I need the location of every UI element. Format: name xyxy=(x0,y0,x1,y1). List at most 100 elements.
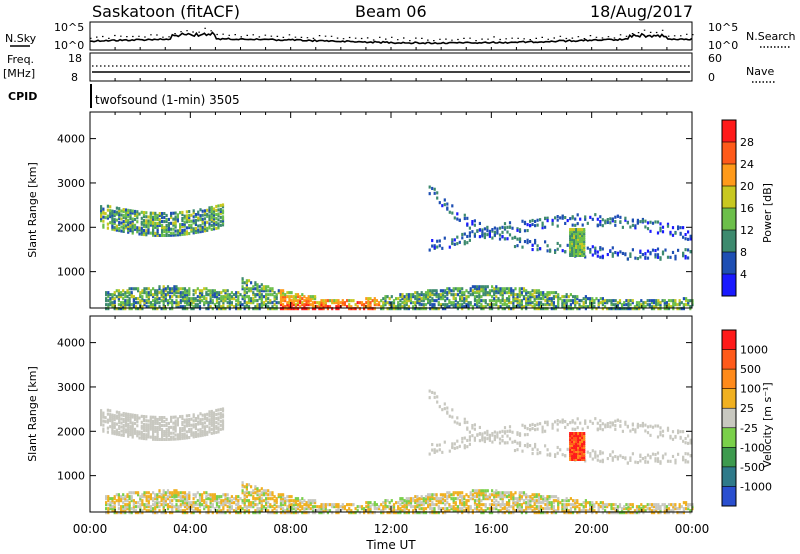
power-cell xyxy=(154,213,157,217)
velocity-cell xyxy=(139,507,142,511)
velocity-cell xyxy=(183,503,187,507)
power-cell xyxy=(448,210,451,214)
velocity-cell xyxy=(461,509,464,513)
power-cell xyxy=(557,305,560,309)
velocity-cell xyxy=(564,425,567,429)
velocity-cell xyxy=(105,511,108,515)
velocity-cell xyxy=(653,503,656,507)
power-cell xyxy=(403,297,406,301)
velocity-cell xyxy=(158,489,161,493)
velocity-cell xyxy=(166,489,170,493)
velocity-cell xyxy=(288,503,291,507)
power-cell xyxy=(476,299,479,303)
velocity-cell xyxy=(471,511,474,515)
colorbar-segment xyxy=(722,120,736,143)
power-cell xyxy=(107,293,110,297)
power-cell xyxy=(537,293,541,297)
power-cell xyxy=(352,307,355,311)
velocity-cell xyxy=(174,429,177,433)
power-cell xyxy=(286,291,289,295)
power-cell xyxy=(575,232,578,236)
power-cell xyxy=(435,293,438,297)
velocity-cell xyxy=(529,507,532,511)
power-cell xyxy=(109,213,112,217)
velocity-cell xyxy=(256,509,259,513)
velocity-cell xyxy=(469,505,472,509)
velocity-cell xyxy=(604,423,607,427)
velocity-cell xyxy=(501,434,504,438)
velocity-cell xyxy=(141,499,144,503)
velocity-cell xyxy=(279,507,283,511)
velocity-cell xyxy=(535,507,538,511)
velocity-cell xyxy=(284,501,287,505)
power-cell xyxy=(380,307,383,311)
power-cell xyxy=(454,299,457,303)
power-cell xyxy=(219,211,222,215)
power-cell xyxy=(476,285,479,289)
velocity-cell xyxy=(439,497,442,501)
power-cell xyxy=(418,299,421,303)
velocity-cell xyxy=(147,431,150,435)
velocity-cell xyxy=(465,493,468,497)
power-cell xyxy=(506,237,509,241)
velocity-cell xyxy=(441,493,445,497)
velocity-cell xyxy=(197,414,200,418)
power-cell xyxy=(282,289,285,293)
power-cell xyxy=(514,305,517,309)
power-cell xyxy=(596,250,599,254)
power-cell xyxy=(239,301,242,305)
velocity-cell xyxy=(604,505,607,509)
power-cell xyxy=(540,297,543,301)
velocity-cell xyxy=(322,503,325,507)
power-cell xyxy=(113,303,116,307)
power-cell xyxy=(614,220,617,224)
velocity-cell xyxy=(657,505,660,509)
velocity-cell xyxy=(523,426,527,430)
power-cell xyxy=(575,253,578,257)
power-cell xyxy=(529,219,532,223)
velocity-cell xyxy=(657,507,660,511)
power-cell xyxy=(183,287,187,291)
velocity-cell xyxy=(401,499,404,503)
velocity-cell xyxy=(523,444,527,448)
power-cell xyxy=(171,299,174,303)
velocity-cell xyxy=(431,509,434,513)
velocity-cell xyxy=(526,427,529,431)
velocity-cell xyxy=(573,457,576,461)
velocity-cell xyxy=(286,495,289,499)
velocity-cell xyxy=(141,493,144,497)
velocity-cell xyxy=(414,511,417,515)
velocity-cell xyxy=(476,505,479,509)
velocity-cell xyxy=(254,491,257,495)
velocity-cell xyxy=(194,434,197,438)
velocity-cell xyxy=(356,505,359,509)
power-cell xyxy=(221,215,225,219)
power-cell xyxy=(571,230,574,234)
power-cell xyxy=(113,307,116,311)
power-cell xyxy=(314,295,317,299)
power-cell xyxy=(185,210,188,214)
velocity-cell xyxy=(433,395,436,399)
power-cell xyxy=(382,297,385,301)
power-cell xyxy=(181,216,184,220)
power-cell xyxy=(217,226,220,230)
power-cell xyxy=(476,303,479,307)
power-cell xyxy=(684,237,687,241)
power-cell xyxy=(179,299,182,303)
power-cell xyxy=(250,301,253,305)
power-cell xyxy=(120,217,123,221)
power-cell xyxy=(120,209,123,213)
power-cell xyxy=(124,208,128,212)
power-cell xyxy=(152,215,155,219)
velocity-cell xyxy=(156,431,159,435)
velocity-cell xyxy=(169,495,172,499)
power-cell xyxy=(581,233,584,237)
power-cell xyxy=(491,228,494,232)
power-cell xyxy=(594,249,597,253)
power-cell xyxy=(142,219,146,223)
velocity-cell xyxy=(666,426,670,430)
velocity-cell xyxy=(252,511,255,515)
power-cell xyxy=(322,307,325,311)
power-cell xyxy=(579,237,582,241)
power-cell xyxy=(134,307,138,311)
